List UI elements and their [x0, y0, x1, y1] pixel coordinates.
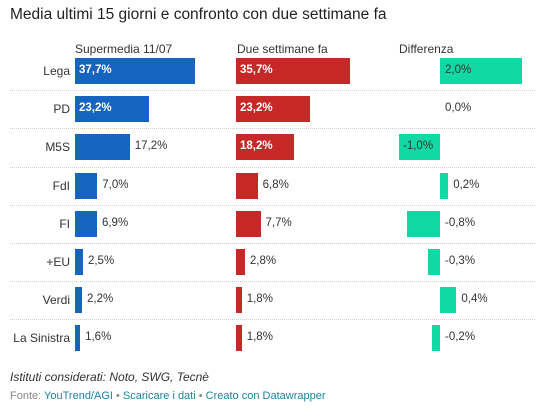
value-label-current-6: 2,5% — [87, 255, 115, 267]
source-line: Fonte: YouTrend/AGI • Scaricare i dati •… — [10, 390, 326, 402]
bar-current-8 — [75, 325, 81, 352]
bar-difference-3 — [399, 134, 440, 161]
row-separator — [10, 243, 535, 244]
row-separator — [10, 319, 535, 321]
value-label-previous-5: 7,7% — [265, 216, 292, 229]
row-label-fi: FI — [59, 216, 70, 231]
value-label-current-7: 2,2% — [87, 293, 114, 306]
value-label-difference-6: -0,3% — [445, 255, 476, 267]
value-label-difference-1: 2,0% — [445, 64, 472, 76]
row-label--eu: +EU — [46, 255, 70, 269]
row-separator — [10, 128, 535, 130]
bar-difference-4 — [440, 172, 449, 199]
value-label-difference-3: -1,0% — [403, 140, 434, 153]
source-separator: • — [112, 390, 123, 402]
bar-current-2 — [75, 96, 149, 123]
download-data-link[interactable]: Scaricare i dati — [122, 390, 196, 402]
row-label-la-sinistra: La Sinistra — [13, 331, 70, 346]
value-label-previous-4: 6,8% — [262, 178, 289, 191]
chart-title: Media ultimi 15 giorni e confronto con d… — [10, 6, 387, 23]
value-label-previous-8: 1,8% — [246, 331, 273, 344]
bar-difference-1 — [440, 58, 522, 84]
value-label-current-4: 7,0% — [102, 178, 129, 191]
column-header-2: Due settimane fa — [237, 42, 328, 56]
row-separator — [10, 281, 535, 283]
value-label-difference-5: -0,8% — [445, 216, 476, 229]
bar-previous-7 — [236, 287, 242, 314]
value-label-previous-3: 18,2% — [240, 140, 273, 153]
value-label-difference-7: 0,4% — [461, 293, 488, 306]
column-header-3: Differenza — [399, 42, 454, 56]
value-label-current-2: 23,2% — [79, 102, 112, 115]
row-label-verdi: Verdi — [42, 293, 70, 308]
value-label-current-3: 17,2% — [134, 140, 168, 153]
bar-current-7 — [75, 287, 82, 314]
bar-previous-5 — [236, 210, 261, 237]
row-separator — [10, 90, 535, 92]
value-label-difference-8: -0,2% — [445, 331, 476, 344]
bar-previous-3 — [236, 134, 294, 161]
row-separator — [10, 166, 535, 168]
bar-previous-8 — [236, 325, 242, 352]
bar-current-5 — [75, 210, 97, 237]
bar-previous-2 — [236, 96, 310, 123]
bar-previous-4 — [236, 172, 258, 199]
bar-difference-8 — [431, 325, 440, 352]
source-link[interactable]: YouTrend/AGI — [44, 390, 113, 402]
value-label-previous-7: 1,8% — [246, 293, 273, 306]
bar-difference-5 — [407, 210, 440, 237]
bar-current-3 — [75, 134, 130, 161]
bar-current-4 — [75, 172, 98, 199]
bar-current-1 — [75, 58, 195, 84]
footnote: Istituti considerati: Noto, SWG, Tecnè — [10, 370, 209, 384]
bar-previous-6 — [236, 249, 245, 275]
value-label-difference-4: 0,2% — [453, 178, 480, 191]
value-label-difference-2: 0,0% — [445, 102, 472, 115]
bar-difference-7 — [440, 287, 457, 314]
row-label-pd: PD — [53, 102, 70, 117]
source-prefix: Fonte: — [10, 390, 45, 402]
row-separator — [10, 204, 535, 206]
bar-previous-1 — [236, 58, 350, 84]
row-label-lega: Lega — [43, 64, 70, 78]
bar-current-6 — [75, 249, 83, 275]
value-label-previous-1: 35,7% — [240, 64, 273, 76]
value-label-previous-2: 23,2% — [240, 102, 273, 115]
bar-difference-6 — [427, 249, 440, 275]
datawrapper-link[interactable]: Creato con Datawrapper — [205, 390, 326, 402]
source-separator: • — [195, 390, 206, 402]
value-label-current-1: 37,7% — [79, 64, 112, 76]
value-label-current-5: 6,9% — [101, 216, 129, 229]
value-label-current-8: 1,6% — [85, 331, 112, 344]
column-header-1: Supermedia 11/07 — [75, 42, 173, 56]
row-label-m5s: M5S — [45, 140, 70, 155]
row-label-fdi: FdI — [52, 178, 70, 193]
value-label-previous-6: 2,8% — [249, 255, 277, 267]
